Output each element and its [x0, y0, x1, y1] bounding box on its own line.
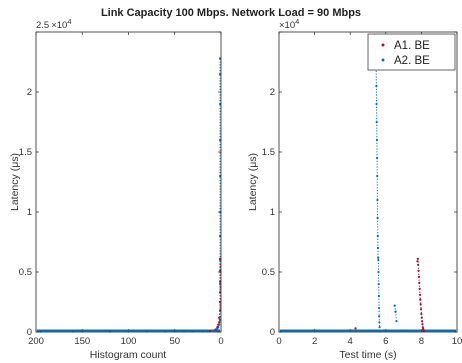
left-series1-trail: [217, 322, 220, 325]
right-scatter-points: [280, 57, 456, 333]
right-series0-point: [354, 327, 357, 330]
right-series1-point: [349, 329, 352, 332]
figure-title: Link Capacity 100 Mbps. Network Load = 9…: [101, 7, 361, 19]
right-y-exponent: ×104: [279, 17, 299, 31]
left-panel: 200 150 100 50 0 0 0.5 1 1.5 2 Histogram count La…: [9, 17, 224, 361]
right-ytick-label: 1: [270, 207, 275, 218]
left-series0-trail: [218, 319, 221, 325]
left-ytick-label: 2: [27, 87, 32, 98]
left-ytick-label: 0: [27, 327, 32, 338]
legend-entry-a2: A2. BE: [394, 55, 430, 67]
left-series1-trail: [216, 324, 219, 328]
left-axes-frame: [35, 31, 222, 333]
right-xtick-label: 10: [452, 336, 462, 347]
right-xtick-label: 4: [348, 336, 353, 347]
left-series0-point: [192, 329, 195, 333]
left-ytick-label: 1: [27, 207, 32, 218]
right-xtick-label: 2: [312, 336, 317, 347]
left-series1-trail: [218, 310, 221, 318]
right-series1-trail: [395, 311, 397, 322]
left-series1-point: [208, 329, 211, 333]
legend-box: [367, 33, 456, 71]
right-series0-point: [422, 329, 426, 333]
right-series1-point: [402, 329, 405, 332]
left-series0-point: [206, 329, 209, 332]
right-ytick-label: 0: [270, 327, 275, 338]
left-ytick-label: 0.5: [19, 267, 32, 278]
left-ylabel: Latency (μs): [9, 153, 21, 211]
right-panel: 0 2 4 6 8 10 0 0.5 1 1.5 2 Test time (s) Latency (…: [247, 17, 462, 361]
right-ytick-label: 0.5: [262, 267, 275, 278]
right-ytick-label: 1.5: [262, 147, 275, 158]
left-xtick-label: 50: [169, 336, 180, 347]
left-xtick-label: 200: [28, 336, 44, 347]
left-xlabel: Histogram count: [90, 349, 167, 361]
legend-marker-a2: [381, 58, 385, 62]
right-xlabel: Test time (s): [339, 349, 396, 361]
left-xtick-label: 150: [74, 336, 90, 347]
right-xtick-label: 8: [419, 336, 424, 347]
legend-entry-a1: A1. BE: [394, 40, 430, 52]
right-series1-point: [331, 329, 334, 332]
left-series0-point: [201, 329, 204, 333]
left-y-exponent: 2.5 ×104: [36, 17, 72, 31]
right-ylabel: Latency (μs): [247, 153, 259, 211]
right-series1-point: [378, 326, 381, 329]
legend-marker-a1: [381, 43, 385, 47]
legend: A1. BE A2. BE: [367, 33, 456, 71]
left-series1-trail: [215, 326, 218, 330]
left-scatter-points: [37, 57, 222, 333]
right-axes-frame: [278, 31, 458, 333]
left-xtick-label: 100: [121, 336, 137, 347]
right-series1-trail: [394, 305, 397, 312]
right-ytick-label: 2: [270, 87, 275, 98]
left-series0-trail: [217, 324, 220, 328]
left-xtick-label: 0: [218, 336, 223, 347]
left-ytick-label: 1.5: [19, 147, 32, 158]
right-xtick-label: 6: [383, 336, 388, 347]
right-xtick-label: 0: [276, 336, 281, 347]
